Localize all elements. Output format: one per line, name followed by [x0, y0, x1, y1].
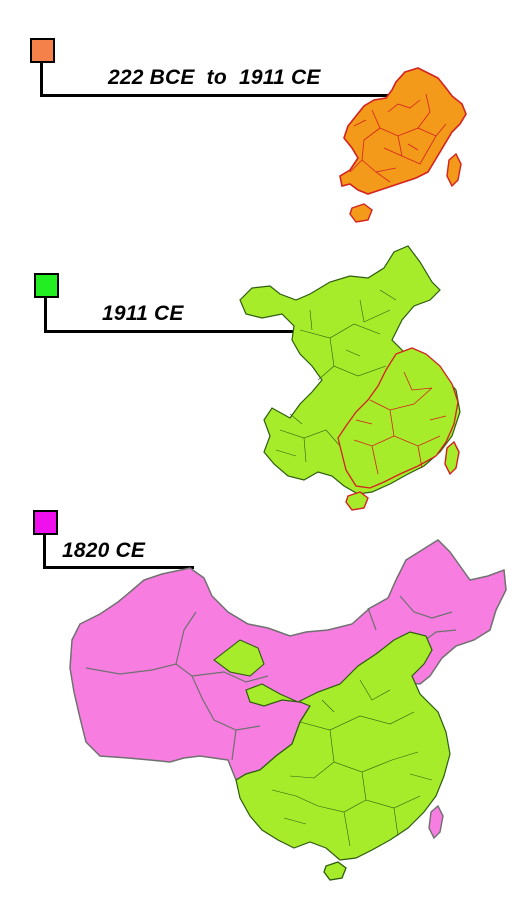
proper-1820-region: [235, 631, 451, 861]
legend-leader-horizontal-3: [43, 566, 194, 569]
legend-swatch-1911: [34, 273, 59, 298]
core-taiwan-island: [446, 152, 462, 188]
taiwan-1911-island: [444, 440, 460, 476]
proper-1911-internal-borders: [275, 289, 397, 463]
legend-leader-horizontal-2: [44, 330, 306, 333]
legend-label-1911: 1911 CE: [102, 302, 184, 325]
legend-label-qin-to-qing: 222 BCE to 1911 CE: [108, 66, 321, 89]
hainan-1911-island: [345, 491, 369, 511]
legend-leader-vertical-1: [40, 63, 43, 97]
proper-1820-gansu-corridor: [213, 639, 265, 677]
core-hainan-island: [349, 203, 373, 223]
core-overlay-1911-borders: [353, 371, 447, 475]
core-mainland-region: [339, 67, 467, 195]
map-core-222bce-1911ce: [339, 67, 467, 223]
legend-swatch-qin-to-qing: [30, 38, 55, 63]
map-china-proper-1911: [239, 245, 461, 511]
core-overlay-1911-region: [337, 347, 459, 489]
legend-leader-vertical-2: [44, 298, 47, 333]
legend-label-1820: 1820 CE: [62, 539, 146, 562]
hainan-1820-island: [323, 861, 347, 881]
legend-leader-horizontal-1: [40, 94, 395, 97]
proper-1820-internal-borders: [271, 679, 433, 847]
legend-leader-vertical-3: [43, 535, 46, 569]
core-inner-borders: [349, 93, 447, 183]
legend-swatch-1820: [33, 510, 58, 535]
frontier-1820-internal-borders: [85, 595, 457, 761]
taiwan-1820-island: [428, 804, 444, 840]
